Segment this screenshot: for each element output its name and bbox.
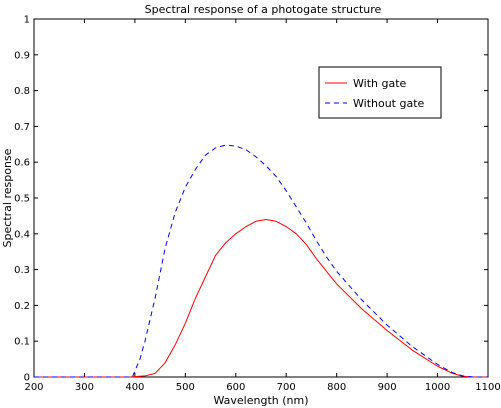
y-tick-label: 0.9 — [14, 50, 30, 61]
y-tick-label: 0.4 — [14, 229, 30, 240]
chart-title: Spectral response of a photogate structu… — [145, 3, 382, 16]
legend-entry-without-gate: Without gate — [353, 97, 425, 110]
series-line-with-gate — [34, 218, 488, 378]
x-axis-ticks: 200 300 400 500 600 700 800 900 1000 1100 — [24, 19, 501, 393]
x-tick-label: 800 — [327, 382, 346, 393]
x-axis-label: Wavelength (nm) — [213, 394, 308, 407]
x-tick-label: 400 — [125, 382, 144, 393]
y-axis-ticks: 0 0.1 0.2 0.3 0.4 0.5 0.6 0.7 0.8 0.9 1 — [14, 15, 488, 384]
x-tick-label: 1000 — [425, 382, 450, 393]
x-tick-label: 300 — [75, 382, 94, 393]
y-tick-label: 0.1 — [14, 337, 30, 348]
y-tick-label: 0.7 — [14, 122, 30, 133]
x-tick-label: 200 — [24, 382, 43, 393]
x-tick-label: 1100 — [475, 382, 500, 393]
legend-box — [318, 66, 442, 119]
y-tick-label: 1 — [24, 15, 30, 26]
series-layer — [34, 144, 488, 378]
y-axis-label: Spectral response — [1, 148, 14, 247]
y-tick-label: 0 — [24, 373, 30, 384]
x-tick-label: 600 — [226, 382, 245, 393]
y-tick-label: 0.3 — [14, 265, 30, 276]
y-tick-label: 0.8 — [14, 86, 30, 97]
y-tick-label: 0.6 — [14, 158, 30, 169]
x-tick-label: 500 — [176, 382, 195, 393]
x-tick-label: 700 — [277, 382, 296, 393]
y-tick-label: 0.2 — [14, 301, 30, 312]
legend: With gate Without gate — [318, 66, 442, 119]
x-tick-label: 900 — [378, 382, 397, 393]
y-tick-label: 0.5 — [14, 194, 30, 205]
series-line-without-gate — [34, 144, 488, 378]
legend-entry-with-gate: With gate — [353, 77, 407, 90]
